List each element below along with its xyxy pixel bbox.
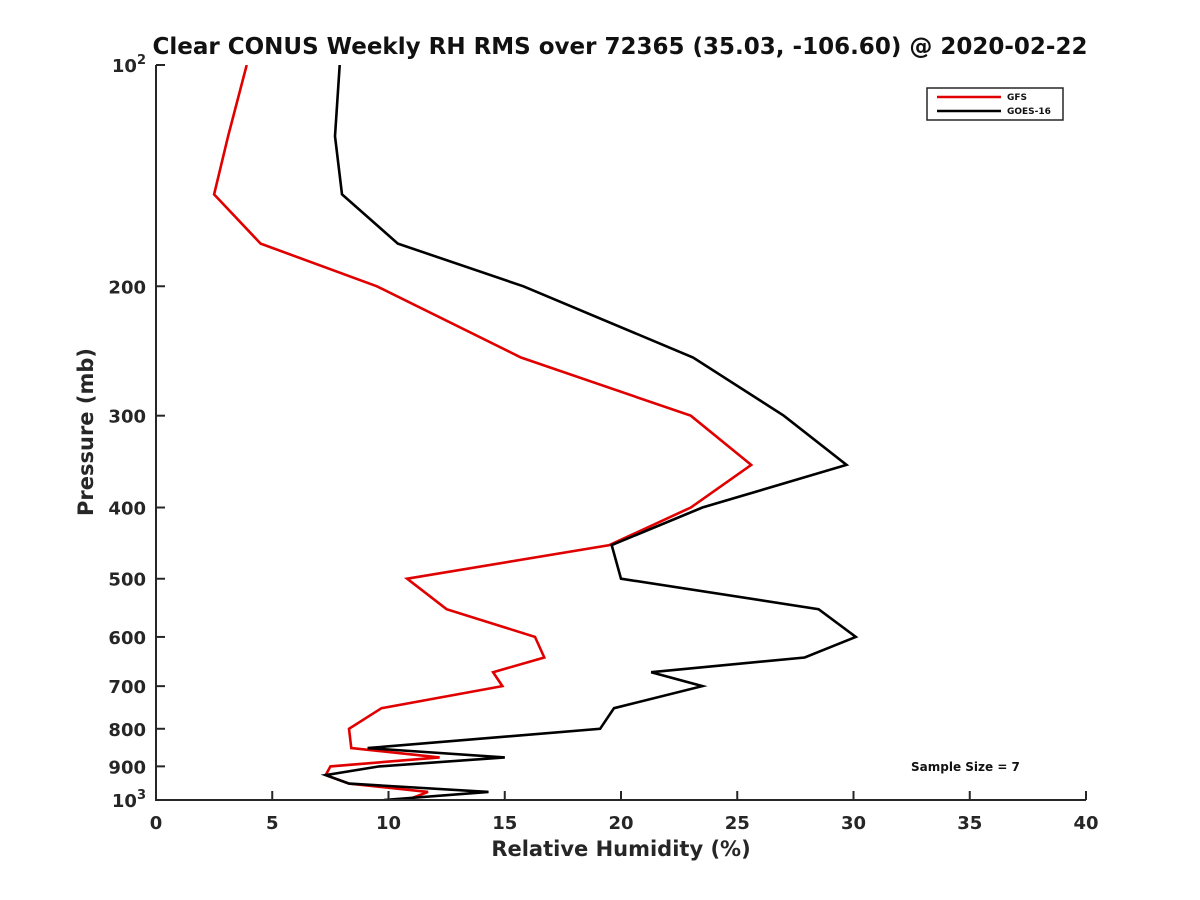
y-tick-label: 103 — [112, 788, 146, 812]
y-tick-label: 600 — [108, 628, 146, 649]
x-tick-label: 10 — [376, 813, 401, 834]
x-tick-label: 20 — [608, 813, 633, 834]
series-layer — [212, 65, 859, 800]
series-line-goes-16 — [320, 65, 859, 800]
x-tick-label: 25 — [725, 813, 750, 834]
x-ticks: 0 5 10 15 20 25 30 35 40 — [150, 791, 1099, 834]
y-tick-label: 800 — [108, 720, 146, 741]
x-tick-label: 35 — [957, 813, 982, 834]
y-tick-label: 400 — [108, 499, 146, 520]
x-tick-label: 0 — [150, 813, 163, 834]
series-line-gfs — [212, 65, 754, 800]
legend-box — [926, 87, 1064, 121]
x-tick-label: 40 — [1073, 813, 1098, 834]
legend-items: GFS GOES-16 — [937, 93, 1051, 117]
x-tick-label: 30 — [841, 813, 866, 834]
y-axis-label: Pressure (mb) — [74, 348, 98, 516]
x-axis-label: Relative Humidity (%) — [491, 837, 750, 861]
chart-title: Clear CONUS Weekly RH RMS over 72365 (35… — [153, 34, 1088, 60]
x-tick-label: 15 — [492, 813, 517, 834]
y-ticks: 102 200 300 400 500 600 700 800 900 103 — [108, 53, 165, 812]
y-tick-label: 300 — [108, 407, 146, 428]
y-tick-label: 102 — [112, 53, 146, 77]
legend-label: GFS — [1007, 93, 1027, 103]
legend-label: GOES-16 — [1007, 107, 1051, 117]
y-tick-label: 500 — [108, 570, 146, 591]
y-tick-label: 900 — [108, 757, 146, 778]
legend: GFS GOES-16 — [926, 87, 1064, 121]
y-tick-label: 700 — [108, 677, 146, 698]
x-tick-label: 5 — [266, 813, 279, 834]
sample-size-annotation: Sample Size = 7 — [911, 760, 1020, 774]
y-tick-label: 200 — [108, 277, 146, 298]
